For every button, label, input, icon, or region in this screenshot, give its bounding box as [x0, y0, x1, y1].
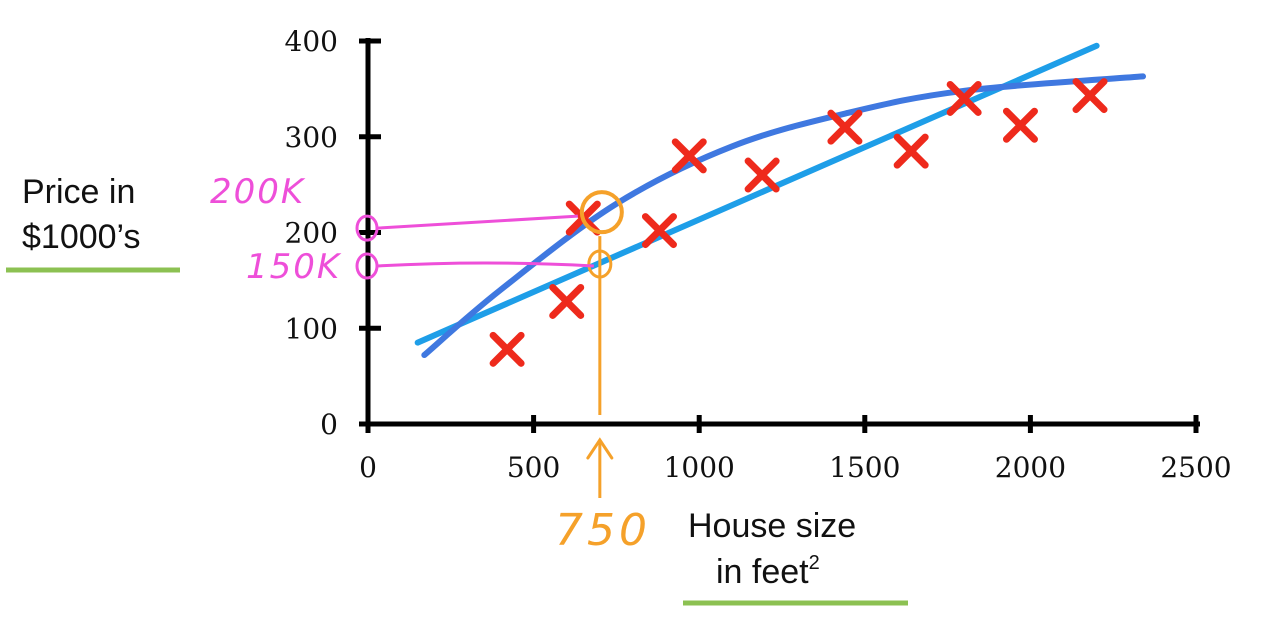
curve-fit-line	[421, 73, 1147, 359]
data-point	[641, 213, 677, 249]
y-tick-label: 0	[320, 408, 338, 441]
fit-lines	[414, 42, 1147, 359]
ticks	[359, 38, 1199, 433]
data-point	[946, 80, 982, 116]
x-axis-title-text: in feet	[716, 553, 809, 591]
x-tick-label: 1000	[664, 451, 735, 484]
x-tick-label: 2000	[995, 451, 1066, 484]
annotations: 750 200K 150K	[210, 172, 651, 556]
tick-labels: 0 500 1000 1500 2000 2500 0 100 200 300 400	[285, 25, 1232, 484]
data-point-stroke	[946, 80, 982, 116]
data-point	[1072, 78, 1108, 114]
data-point-stroke	[744, 157, 780, 193]
data-point-stroke	[827, 109, 863, 145]
data-point-stroke	[489, 331, 525, 367]
data-point	[671, 138, 707, 174]
y-mark-guide	[376, 214, 578, 230]
data-point-stroke	[641, 213, 677, 249]
x-axis-title-line-2: in feet2	[716, 552, 820, 591]
x-axis-title-superscript: 2	[809, 552, 820, 574]
x-tick-label: 0	[359, 451, 377, 484]
y-tick-label: 200	[285, 217, 338, 250]
y-axis-title-line-2: $1000’s	[22, 218, 141, 256]
data-point-stroke	[1072, 78, 1108, 114]
x-tick-label: 1500	[829, 451, 900, 484]
linear-fit-line	[414, 42, 1100, 346]
y-mark-label: 150K	[246, 247, 342, 287]
x-tick-label: 500	[507, 451, 560, 484]
data-point	[827, 109, 863, 145]
y-tick-label: 400	[285, 25, 338, 58]
x-mark-circle-upper	[579, 190, 624, 235]
data-point-stroke	[1002, 107, 1038, 143]
y-mark-label: 200K	[210, 172, 306, 212]
data-point	[1002, 107, 1038, 143]
x-axis-title-line-1: House size	[688, 507, 856, 545]
x-mark-arrow-head	[586, 437, 614, 460]
data-point	[744, 157, 780, 193]
y-tick-label: 300	[285, 121, 338, 154]
x-mark-circle-lower	[587, 249, 613, 279]
data-point	[893, 133, 929, 169]
data-point	[549, 283, 585, 319]
y-axis-title-line-1: Price in	[22, 173, 135, 211]
x-mark-label: 750	[555, 505, 651, 556]
data-points	[489, 78, 1108, 367]
x-tick-label: 2500	[1160, 451, 1231, 484]
data-point-stroke	[671, 138, 707, 174]
data-point	[489, 331, 525, 367]
data-point-stroke	[893, 133, 929, 169]
y-tick-label: 100	[285, 312, 338, 345]
data-point-stroke	[549, 283, 585, 319]
y-mark-guide	[376, 261, 594, 268]
